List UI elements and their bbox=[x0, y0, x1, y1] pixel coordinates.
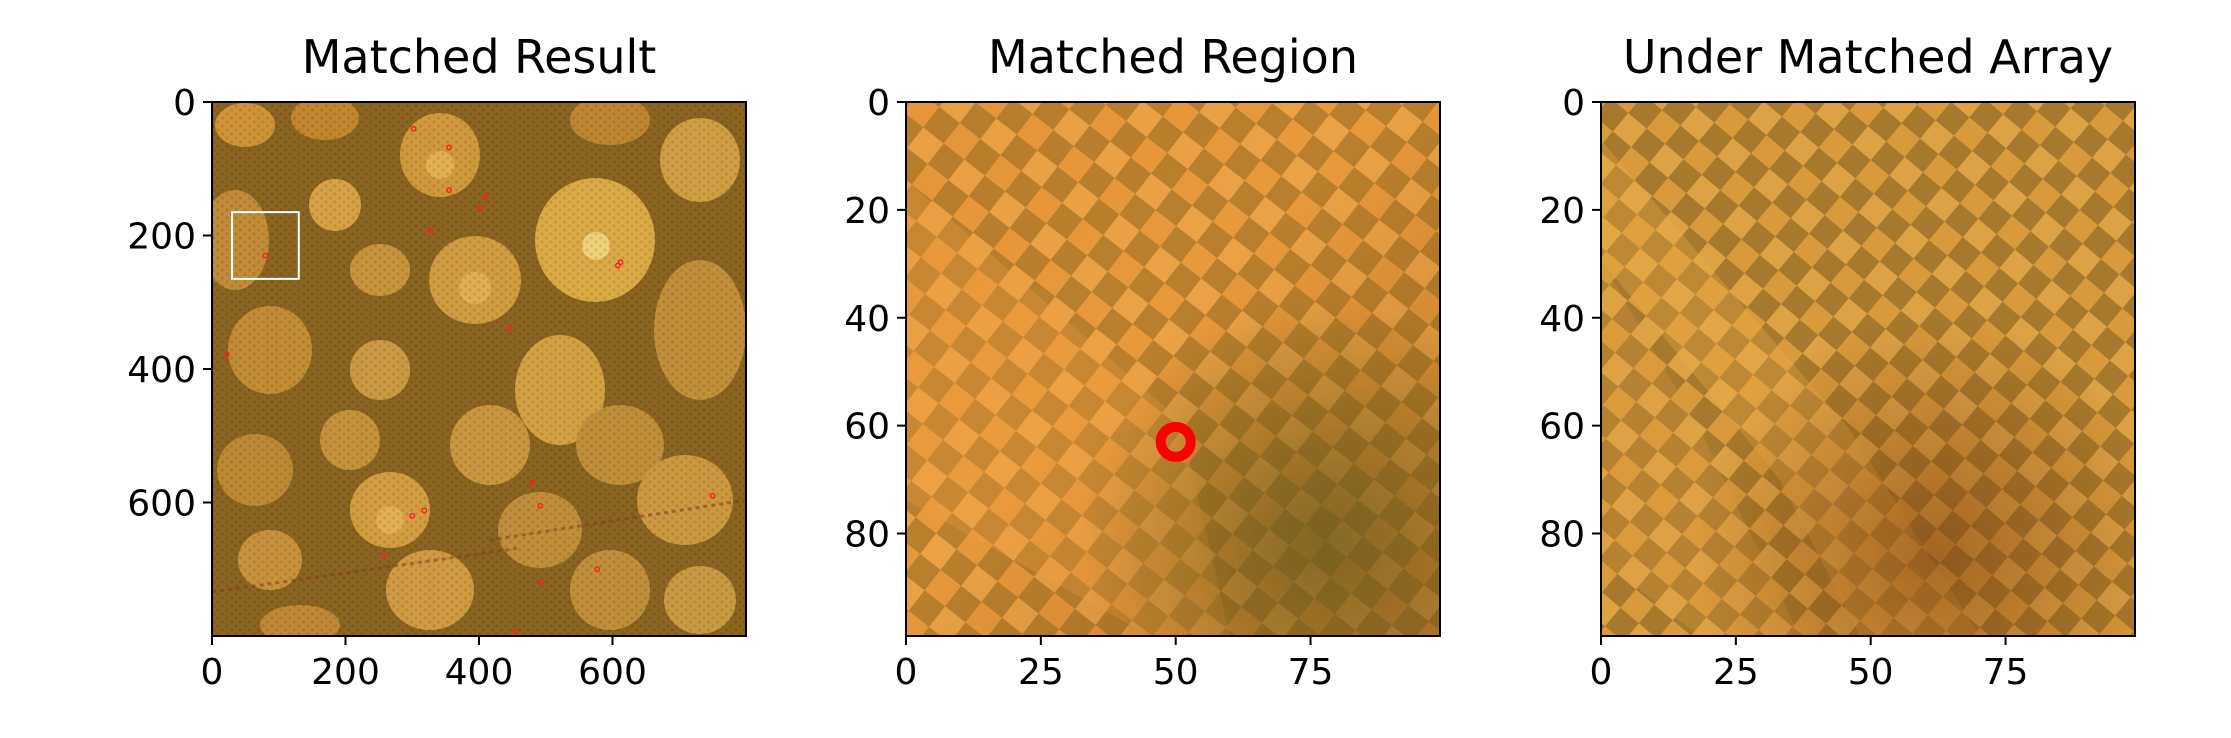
y-tick-label: 0 bbox=[867, 83, 890, 124]
x-tick-label: 200 bbox=[311, 652, 380, 693]
match-point bbox=[446, 187, 452, 194]
x-tick-label: 0 bbox=[1590, 652, 1613, 693]
panel-3-image bbox=[1601, 102, 2135, 636]
panel-1-scratches bbox=[212, 498, 746, 594]
panel-1-axes: 0 200 400 600 0 200 400 600 bbox=[127, 83, 647, 693]
match-point bbox=[427, 227, 434, 234]
match-point bbox=[709, 492, 716, 499]
match-point bbox=[410, 125, 417, 132]
panel-matched-region: Matched Region 0 25 50 75 0 20 40 60 80 bbox=[844, 30, 1441, 693]
y-tick-label: 60 bbox=[1539, 407, 1585, 448]
panel-2-title: Matched Region bbox=[988, 30, 1358, 84]
panel-2-axes: 0 25 50 75 0 20 40 60 80 bbox=[844, 83, 1333, 693]
x-tick-label: 25 bbox=[1713, 652, 1759, 693]
match-point bbox=[446, 144, 452, 151]
panel-2-frame bbox=[905, 101, 1441, 637]
match-point bbox=[538, 579, 545, 586]
y-tick-label: 0 bbox=[1562, 83, 1585, 124]
y-tick-label: 80 bbox=[1539, 515, 1585, 556]
y-tick-label: 40 bbox=[844, 299, 890, 340]
y-tick-label: 80 bbox=[844, 515, 890, 556]
match-point bbox=[482, 193, 489, 200]
panel-3-title: Under Matched Array bbox=[1623, 30, 2113, 84]
y-tick-label: 200 bbox=[127, 217, 196, 258]
y-tick-label: 600 bbox=[127, 484, 196, 525]
y-tick-label: 20 bbox=[844, 191, 890, 232]
match-point bbox=[529, 479, 536, 486]
x-tick-label: 75 bbox=[1288, 652, 1334, 693]
panel-3-frame bbox=[1600, 101, 2136, 637]
x-tick-label: 75 bbox=[1983, 652, 2029, 693]
x-tick-label: 0 bbox=[895, 652, 918, 693]
match-point bbox=[223, 351, 230, 358]
y-tick-label: 20 bbox=[1539, 191, 1585, 232]
match-marker bbox=[1155, 421, 1196, 462]
match-point bbox=[381, 552, 388, 559]
match-box bbox=[231, 211, 300, 280]
x-tick-label: 50 bbox=[1153, 652, 1199, 693]
x-tick-label: 0 bbox=[201, 652, 224, 693]
y-tick-label: 400 bbox=[127, 350, 196, 391]
panel-3-axes: 0 25 50 75 0 20 40 60 80 bbox=[1539, 83, 2028, 693]
match-point bbox=[537, 502, 544, 509]
panel-1-image bbox=[212, 102, 746, 636]
match-point bbox=[477, 204, 484, 211]
x-tick-label: 400 bbox=[445, 652, 514, 693]
panel-matched-result: Matched Result bbox=[127, 30, 747, 693]
y-tick-label: 0 bbox=[173, 83, 196, 124]
panel-under-matched-array: Under Matched Array 0 25 50 75 0 20 40 60 80 bbox=[1539, 30, 2136, 693]
match-point bbox=[262, 252, 269, 259]
match-point bbox=[614, 262, 621, 269]
match-marker-ring bbox=[1155, 421, 1196, 462]
match-point bbox=[421, 507, 428, 514]
match-point bbox=[594, 566, 601, 573]
match-point bbox=[409, 512, 416, 519]
match-point bbox=[506, 324, 512, 331]
y-tick-label: 60 bbox=[844, 407, 890, 448]
match-points bbox=[223, 125, 716, 636]
match-point bbox=[512, 629, 519, 636]
panel-1-title: Matched Result bbox=[302, 30, 657, 84]
x-tick-label: 50 bbox=[1848, 652, 1894, 693]
panel-2-image bbox=[906, 102, 1440, 636]
x-tick-label: 600 bbox=[578, 652, 647, 693]
y-tick-label: 40 bbox=[1539, 299, 1585, 340]
x-tick-label: 25 bbox=[1018, 652, 1064, 693]
